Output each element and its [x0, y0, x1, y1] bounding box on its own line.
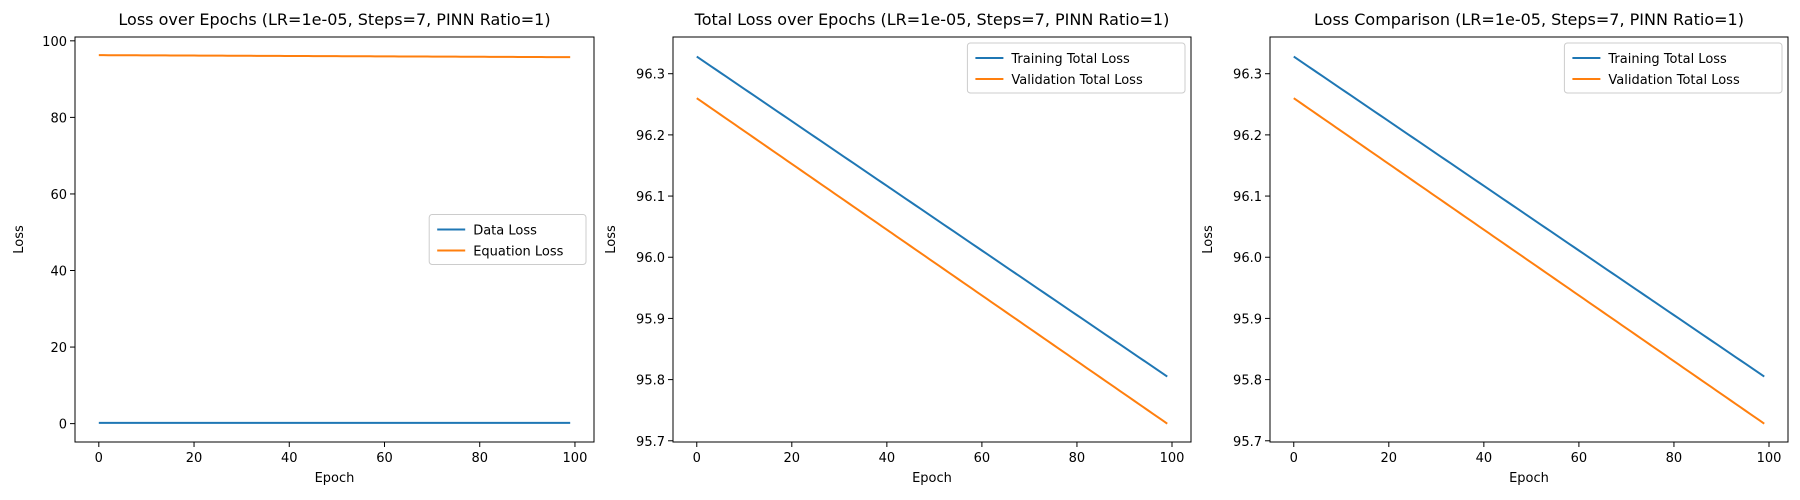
chart-3-legend-label-1: Training Total Loss: [1607, 52, 1727, 67]
chart-2-y-tick-label-2: 95.9: [636, 312, 665, 327]
chart-2-legend-label-2: Validation Total Loss: [1011, 73, 1143, 88]
chart-2-y-tick-label-6: 96.3: [636, 68, 665, 83]
chart-2-x-tick-label-5: 100: [1160, 451, 1185, 466]
chart-3-x-tick-label-0: 0: [1290, 451, 1298, 466]
chart-3-y-axis-label: Loss: [1201, 225, 1216, 254]
chart-2-legend-box: [966, 42, 1186, 94]
chart-1-x-tick-label-2: 40: [281, 451, 298, 466]
chart-2-y-tick-label-4: 96.1: [636, 190, 665, 205]
chart-1-y-axis-label: Loss: [12, 225, 27, 254]
chart-2-y-axis-label: Loss: [604, 225, 619, 254]
chart-2-y-tick-label-3: 96.0: [636, 251, 665, 266]
chart-2-series-line-1: [696, 55, 1168, 378]
chart-3-y-tick-label-0: 95.7: [1233, 435, 1262, 450]
chart-1-plot-frame: [74, 36, 595, 443]
chart-3-x-axis-label: Epoch: [1509, 471, 1549, 486]
chart-3-y-tick-label-4: 96.1: [1233, 190, 1262, 205]
chart-2-x-tick-label-0: 0: [693, 451, 701, 466]
chart-3-legend-label-2: Validation Total Loss: [1608, 73, 1740, 88]
chart-3-series-line-2: [1293, 97, 1765, 425]
chart-2-y-tick-label-1: 95.8: [636, 374, 665, 389]
chart-2-x-tick-label-1: 20: [784, 451, 801, 466]
chart-1-x-axis-label: Epoch: [315, 471, 355, 486]
chart-3-y-tick-label-1: 95.8: [1233, 374, 1262, 389]
chart-2-series-line-2: [696, 97, 1168, 425]
chart-2-y-tick-label-0: 95.7: [636, 435, 665, 450]
chart-3-y-tick-label-3: 96.0: [1233, 251, 1262, 266]
chart-2-plot-frame: [672, 36, 1192, 443]
chart-1-y-tick-label-2: 40: [50, 265, 67, 280]
chart-1-y-tick-label-5: 100: [42, 35, 67, 50]
chart-3-x-tick-label-2: 40: [1476, 451, 1493, 466]
chart-1-x-tick-label-0: 0: [95, 451, 103, 466]
chart-1-y-tick-label-4: 80: [50, 111, 67, 126]
chart-1-x-tick-label-3: 60: [376, 451, 393, 466]
chart-1-x-tick-label-5: 100: [563, 451, 588, 466]
chart-1-legend-label-2: Equation Loss: [473, 245, 563, 260]
chart-1-legend-box: [428, 214, 587, 265]
chart-2-x-tick-label-4: 80: [1069, 451, 1086, 466]
chart-1-title: Loss over Epochs (LR=1e-05, Steps=7, PIN…: [118, 10, 550, 29]
chart-3-y-tick-label-2: 95.9: [1233, 312, 1262, 327]
chart-1-y-tick-label-3: 60: [50, 188, 67, 203]
chart-2-x-axis-label: Epoch: [912, 471, 952, 486]
chart-1-y-tick-label-0: 0: [59, 418, 67, 433]
chart-3-y-tick-label-6: 96.3: [1233, 68, 1262, 83]
chart-3-x-tick-label-4: 80: [1666, 451, 1683, 466]
chart-3-x-tick-label-5: 100: [1757, 451, 1782, 466]
chart-3-legend-box: [1563, 42, 1783, 94]
chart-1-x-tick-label-4: 80: [471, 451, 488, 466]
chart-3-x-tick-label-3: 60: [1571, 451, 1588, 466]
chart-1-y-tick-label-1: 20: [50, 341, 67, 356]
chart-2-x-tick-label-3: 60: [974, 451, 991, 466]
chart-3-y-tick-label-5: 96.2: [1233, 129, 1262, 144]
chart-1-series-line-2: [98, 54, 571, 59]
chart-2-legend-label-1: Training Total Loss: [1010, 52, 1130, 67]
chart-3-x-tick-label-1: 20: [1381, 451, 1398, 466]
chart-1-legend-label-1: Data Loss: [473, 224, 537, 239]
chart-2-x-tick-label-2: 40: [879, 451, 896, 466]
chart-2-title: Total Loss over Epochs (LR=1e-05, Steps=…: [694, 10, 1170, 29]
chart-2-y-tick-label-5: 96.2: [636, 129, 665, 144]
chart-3-plot-frame: [1269, 36, 1789, 443]
chart-3-series-line-1: [1293, 55, 1765, 378]
chart-1-x-tick-label-1: 20: [186, 451, 203, 466]
chart-3-title: Loss Comparison (LR=1e-05, Steps=7, PINN…: [1314, 10, 1744, 29]
